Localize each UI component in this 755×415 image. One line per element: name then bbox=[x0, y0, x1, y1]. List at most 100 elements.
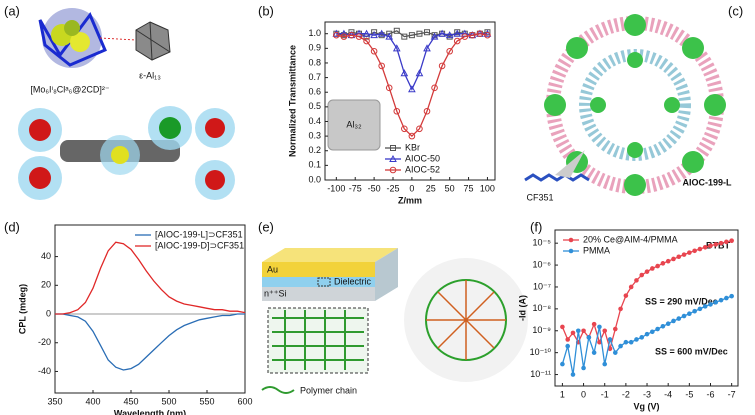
y-tick-label: 20 bbox=[41, 280, 51, 290]
data-point bbox=[400, 69, 409, 77]
x-tick-label: -25 bbox=[386, 183, 399, 193]
y-tick-label: 0.1 bbox=[308, 160, 321, 170]
y-tick-label: 0.6 bbox=[308, 87, 321, 97]
data-point bbox=[671, 256, 676, 262]
panel-label: (a) bbox=[4, 3, 20, 18]
y-tick-label: 10⁻⁶ bbox=[533, 259, 552, 269]
y-tick-label: 0.9 bbox=[308, 43, 321, 53]
data-point bbox=[408, 32, 415, 39]
y-tick-label: 1.0 bbox=[308, 28, 321, 38]
data-point bbox=[438, 29, 446, 37]
data-point bbox=[618, 343, 623, 349]
panel-label: (c) bbox=[728, 3, 743, 18]
data-point bbox=[692, 308, 697, 314]
data-point bbox=[469, 31, 476, 39]
data-point bbox=[655, 263, 660, 269]
data-point bbox=[729, 238, 734, 243]
guest-label: CF351 bbox=[526, 192, 553, 202]
y-tick-label: 10⁻⁸ bbox=[532, 303, 551, 313]
y-tick-label: 0.3 bbox=[308, 130, 321, 140]
x-tick-label: -1 bbox=[601, 389, 609, 399]
x-tick-label: 100 bbox=[480, 183, 495, 193]
legend-label: Polymer chain bbox=[300, 385, 357, 395]
data-point bbox=[370, 31, 378, 39]
plot-frame bbox=[554, 229, 739, 387]
data-point bbox=[401, 33, 408, 40]
annotation: BTBT bbox=[706, 240, 730, 250]
data-point bbox=[644, 269, 650, 274]
data-point bbox=[607, 337, 613, 342]
data-point bbox=[650, 266, 655, 271]
data-point bbox=[575, 328, 581, 334]
data-point bbox=[415, 69, 424, 77]
legend-label: AIOC-52 bbox=[405, 164, 440, 174]
y-tick-label: 0.2 bbox=[308, 145, 321, 155]
data-point bbox=[671, 318, 676, 324]
data-point bbox=[333, 31, 340, 39]
data-point bbox=[702, 304, 708, 309]
data-point bbox=[581, 328, 586, 334]
data-point bbox=[623, 339, 629, 345]
data-point bbox=[644, 331, 650, 337]
x-tick-label: 25 bbox=[426, 183, 436, 193]
data-point bbox=[697, 306, 703, 312]
data-point bbox=[446, 47, 453, 55]
x-axis-label: Z/mm bbox=[398, 195, 422, 205]
legend-marker bbox=[568, 248, 574, 254]
data-point bbox=[618, 306, 623, 312]
x-tick-label: 50 bbox=[445, 183, 455, 193]
data-point bbox=[453, 37, 461, 45]
data-point bbox=[660, 323, 666, 329]
y-tick-label: 10⁻⁵ bbox=[533, 238, 552, 248]
data-point bbox=[560, 361, 565, 367]
data-point bbox=[581, 365, 586, 371]
annotation: SS = 290 mV/Dec bbox=[645, 296, 718, 306]
data-point bbox=[650, 329, 655, 335]
legend-marker bbox=[390, 145, 396, 151]
device-illustration bbox=[261, 248, 528, 394]
x-tick-label: -100 bbox=[327, 183, 345, 193]
series-line bbox=[55, 241, 246, 315]
y-axis-label: Normalized Transmittance bbox=[287, 45, 297, 157]
y-tick-label: 0.5 bbox=[308, 101, 321, 111]
y-tick-label: 10⁻¹¹ bbox=[530, 369, 551, 379]
legend-label: AIOC-50 bbox=[405, 153, 440, 163]
data-point bbox=[681, 313, 687, 319]
data-point bbox=[377, 29, 386, 37]
framework-label: AIOC-199-L bbox=[682, 177, 732, 187]
x-tick-label: 0 bbox=[581, 389, 586, 399]
data-point bbox=[724, 239, 729, 245]
data-point bbox=[676, 254, 682, 260]
x-tick-label: -5 bbox=[685, 389, 693, 399]
data-point bbox=[424, 29, 430, 36]
panel-label: (f) bbox=[530, 219, 542, 234]
legend-marker bbox=[568, 237, 574, 243]
data-point bbox=[724, 295, 729, 301]
data-point bbox=[692, 248, 697, 254]
data-point bbox=[484, 31, 491, 39]
y-tick-label: 0.0 bbox=[308, 174, 321, 184]
x-tick-label: -7 bbox=[728, 389, 736, 399]
y-tick-label: 10⁻¹⁰ bbox=[530, 347, 552, 357]
series-line bbox=[55, 313, 245, 371]
data-point bbox=[681, 252, 687, 257]
data-point bbox=[461, 33, 469, 40]
annotation: SS = 600 mV/Dec bbox=[655, 346, 728, 356]
layer-label: Dielectric bbox=[334, 276, 372, 286]
data-point bbox=[438, 62, 446, 70]
inset-label: Al₃₂ bbox=[346, 119, 362, 129]
layer-label: Au bbox=[267, 264, 278, 274]
data-point bbox=[393, 27, 400, 34]
x-tick-label: -50 bbox=[368, 183, 381, 193]
inset-photo bbox=[327, 99, 381, 151]
data-point bbox=[483, 29, 492, 37]
legend-marker bbox=[389, 166, 397, 174]
x-tick-label: 75 bbox=[464, 183, 474, 193]
data-point bbox=[370, 47, 378, 55]
y-axis-label: CPL (mdeg) bbox=[17, 284, 27, 334]
panel-label: (e) bbox=[258, 219, 274, 234]
data-point bbox=[423, 44, 431, 52]
data-point bbox=[570, 330, 576, 336]
data-point bbox=[687, 250, 692, 255]
data-point bbox=[340, 33, 348, 40]
